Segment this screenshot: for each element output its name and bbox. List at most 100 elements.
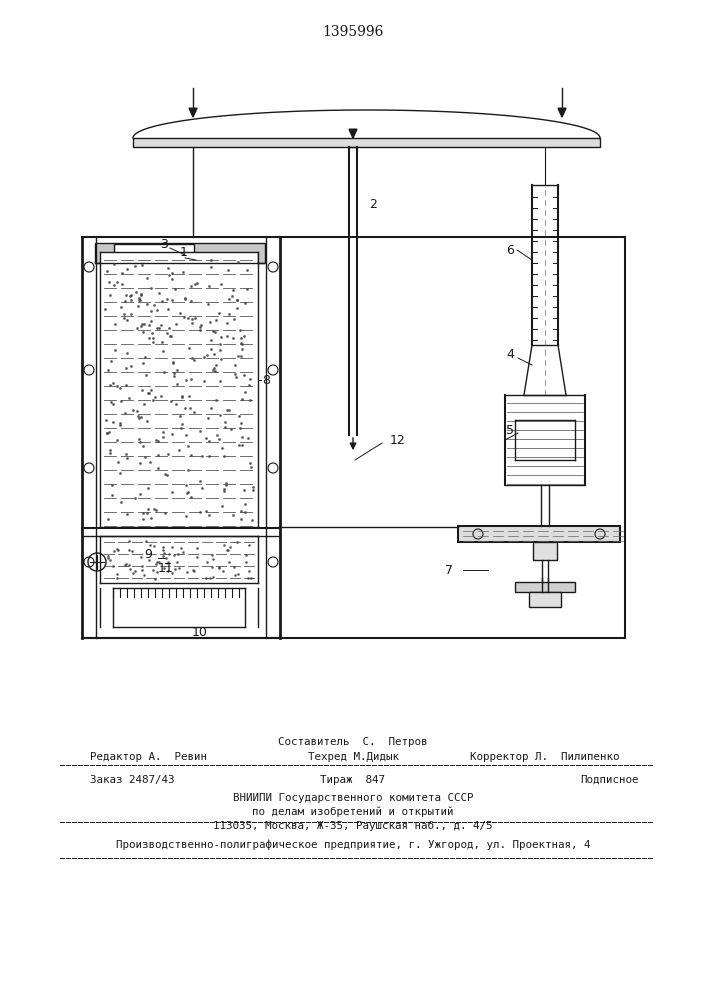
- Point: [135, 455, 146, 471]
- Point: [225, 421, 236, 437]
- Point: [123, 390, 134, 406]
- Point: [145, 313, 156, 329]
- Point: [122, 450, 133, 466]
- Bar: [515, 582, 575, 592]
- Point: [141, 413, 152, 429]
- Point: [137, 355, 148, 371]
- Point: [233, 437, 245, 453]
- Point: [175, 420, 187, 436]
- Point: [111, 274, 122, 290]
- Point: [204, 570, 216, 586]
- Point: [189, 310, 201, 326]
- Point: [140, 533, 151, 549]
- Point: [165, 393, 177, 409]
- Point: [223, 402, 235, 418]
- Point: [215, 407, 226, 423]
- Point: [245, 455, 256, 471]
- Point: [207, 362, 218, 378]
- Point: [222, 262, 233, 278]
- Point: [124, 557, 135, 573]
- Point: [213, 305, 224, 321]
- Point: [175, 408, 186, 424]
- Text: 12: 12: [390, 434, 406, 446]
- Point: [216, 440, 227, 456]
- Point: [201, 554, 212, 570]
- Point: [168, 368, 179, 384]
- Point: [179, 291, 190, 307]
- Point: [119, 405, 130, 421]
- Point: [200, 570, 211, 586]
- Point: [108, 277, 119, 293]
- Point: [187, 350, 198, 366]
- Point: [162, 301, 173, 317]
- Point: [126, 358, 137, 374]
- Point: [122, 345, 133, 361]
- Point: [211, 427, 222, 443]
- Point: [202, 296, 214, 312]
- Point: [175, 540, 186, 556]
- Point: [192, 549, 203, 565]
- Point: [153, 460, 164, 476]
- Point: [146, 303, 157, 319]
- Point: [119, 293, 131, 309]
- Point: [234, 322, 245, 338]
- Point: [100, 301, 111, 317]
- Text: Корректор Л.  Пилипенко: Корректор Л. Пилипенко: [470, 752, 620, 762]
- Point: [220, 477, 231, 493]
- Point: [196, 480, 207, 496]
- Point: [124, 542, 135, 558]
- Point: [111, 541, 122, 557]
- Point: [182, 564, 193, 580]
- Point: [240, 384, 251, 400]
- Point: [134, 486, 146, 502]
- Point: [141, 367, 152, 383]
- Bar: [529, 592, 561, 607]
- Point: [166, 292, 177, 308]
- Point: [115, 393, 127, 409]
- Point: [108, 543, 119, 559]
- Point: [158, 548, 169, 564]
- Text: 113035, Москва, Ж-35, Раушская наб., д. 4/5: 113035, Москва, Ж-35, Раушская наб., д. …: [214, 821, 493, 831]
- Point: [112, 454, 124, 470]
- Point: [226, 288, 238, 304]
- Point: [167, 426, 178, 442]
- Point: [192, 275, 203, 291]
- Point: [235, 511, 247, 527]
- Text: Заказ 2487/43: Заказ 2487/43: [90, 775, 175, 785]
- Point: [163, 267, 175, 283]
- Point: [136, 257, 148, 273]
- Point: [216, 351, 227, 367]
- Point: [224, 539, 235, 555]
- Point: [185, 371, 197, 387]
- Point: [198, 349, 209, 365]
- Bar: [95, 243, 265, 263]
- Point: [165, 328, 176, 344]
- Point: [115, 494, 127, 510]
- Point: [158, 560, 170, 576]
- Point: [220, 414, 231, 430]
- Point: [158, 542, 169, 558]
- Point: [148, 330, 159, 346]
- Point: [243, 570, 254, 586]
- Point: [232, 300, 243, 316]
- Point: [146, 325, 158, 341]
- Point: [230, 357, 241, 373]
- Point: [194, 322, 205, 338]
- Point: [209, 346, 220, 362]
- Point: [150, 571, 161, 587]
- Point: [247, 479, 259, 495]
- Point: [176, 416, 187, 432]
- Point: [104, 552, 115, 568]
- Point: [129, 563, 141, 579]
- Point: [163, 554, 174, 570]
- Point: [180, 400, 191, 416]
- Point: [170, 316, 182, 332]
- Point: [223, 291, 235, 307]
- Point: [244, 392, 255, 408]
- Point: [103, 424, 115, 440]
- Point: [152, 564, 163, 580]
- Point: [158, 539, 169, 555]
- Point: [186, 489, 197, 505]
- Point: [184, 400, 195, 416]
- Text: 5: 5: [506, 424, 514, 436]
